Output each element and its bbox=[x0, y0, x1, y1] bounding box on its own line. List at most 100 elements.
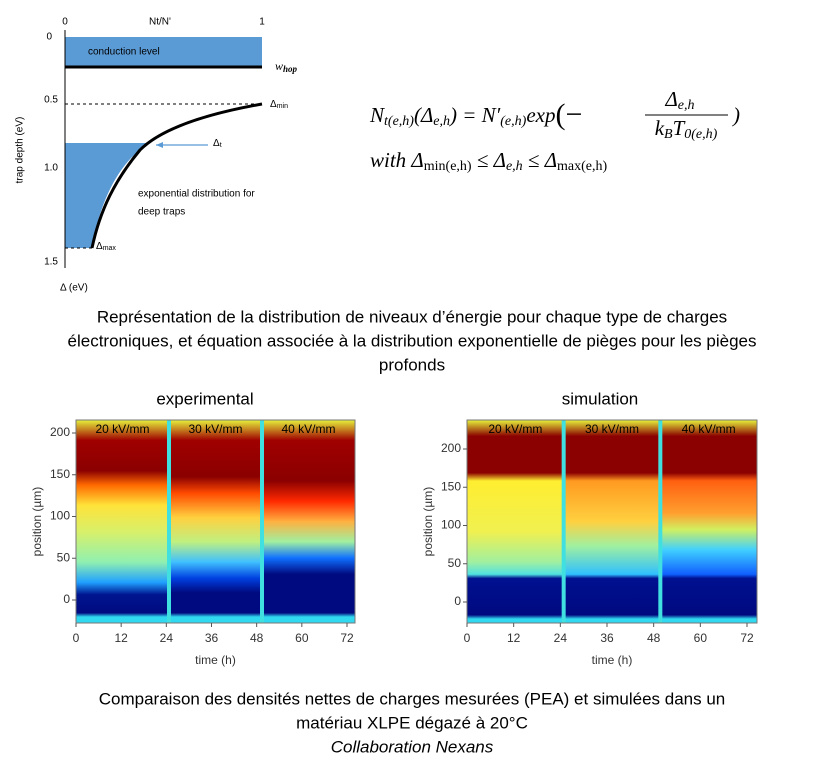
sub: max bbox=[103, 245, 117, 252]
hop: hop bbox=[283, 64, 298, 74]
distribution-curve bbox=[90, 102, 263, 249]
t: ≤ Δ bbox=[523, 148, 557, 172]
t: 0(e,h) bbox=[684, 127, 717, 142]
x-tick: 1 bbox=[259, 17, 265, 28]
y-tick: 0 bbox=[46, 32, 52, 43]
caption: Représentation de la distribution de niv… bbox=[97, 307, 727, 326]
y-tick: 1.0 bbox=[44, 163, 58, 174]
w-hop: whop bbox=[275, 59, 298, 74]
d: Δ bbox=[270, 99, 277, 110]
plot-frame bbox=[466, 419, 758, 624]
y-axis-label: position (µm) bbox=[421, 487, 435, 557]
y-label: trap depth (eV) bbox=[15, 117, 26, 184]
t: with Δ bbox=[370, 148, 424, 172]
y-tick-label: 100 bbox=[441, 518, 461, 532]
delta-t: Δt bbox=[213, 138, 222, 149]
equation-line1: Nt(e,h)(Δe,h) = N′(e,h)exp(− bbox=[369, 98, 582, 131]
y-tick-label: 200 bbox=[441, 441, 461, 455]
x-tick-label: 12 bbox=[507, 631, 521, 645]
segment-divider bbox=[260, 420, 264, 623]
heatmap-segment bbox=[660, 420, 757, 623]
t: e,h bbox=[678, 98, 695, 113]
energy-diagram: 0 1 Nt/N' 0 0.5 1.0 1.5 trap depth (eV) … bbox=[15, 17, 298, 294]
t: k bbox=[655, 116, 665, 140]
delta-min: Δmin bbox=[270, 99, 288, 110]
panel-title: experimental bbox=[156, 389, 253, 408]
segment-divider bbox=[561, 420, 566, 623]
t: (e,h) bbox=[500, 114, 526, 129]
t: N bbox=[369, 103, 385, 127]
arrowhead bbox=[156, 142, 163, 148]
t: B bbox=[664, 127, 673, 142]
panel-title: simulation bbox=[562, 389, 639, 408]
field-label: 30 kV/mm bbox=[585, 422, 639, 436]
field-label: 30 kV/mm bbox=[188, 422, 242, 436]
x-axis-label: time (h) bbox=[592, 653, 633, 667]
x-tick-label: 24 bbox=[160, 631, 174, 645]
heatmaps: experimental 20 kV/mm 30 kV/mm 40 kV/mm 0 12 2… bbox=[30, 389, 758, 667]
distribution-label: exponential distribution for bbox=[138, 189, 255, 200]
equation: Nt(e,h)(Δe,h) = N′(e,h)exp(− Δe,h kBT0(e… bbox=[369, 87, 740, 174]
t: max(e,h) bbox=[557, 159, 607, 174]
field-label: 40 kV/mm bbox=[682, 422, 736, 436]
w: w bbox=[275, 59, 283, 73]
segment-divider bbox=[658, 420, 663, 623]
t: (− bbox=[555, 98, 582, 131]
heatmap-segment bbox=[563, 420, 661, 623]
caption: profonds bbox=[379, 355, 445, 374]
heatmap-segment bbox=[262, 420, 355, 623]
y-tick-label: 150 bbox=[441, 479, 461, 493]
t: Δ bbox=[664, 87, 677, 111]
heatmap-segment bbox=[76, 420, 169, 623]
t: e,h bbox=[506, 159, 523, 174]
x-tick-label: 48 bbox=[647, 631, 661, 645]
caption: Comparaison des densités nettes de charg… bbox=[99, 689, 726, 708]
t: min(e,h) bbox=[424, 159, 472, 174]
y-tick-label: 50 bbox=[57, 550, 71, 564]
t: T bbox=[673, 116, 686, 140]
y-tick: 0.5 bbox=[44, 95, 58, 106]
conduction-band bbox=[65, 37, 262, 67]
x-tick-label: 24 bbox=[554, 631, 568, 645]
field-label: 20 kV/mm bbox=[95, 422, 149, 436]
plot-frame bbox=[75, 419, 356, 624]
numerator: Δe,h bbox=[664, 87, 694, 113]
y-axis-label: position (µm) bbox=[30, 487, 44, 557]
paren: ) bbox=[732, 103, 740, 127]
caption: électroniques, et équation associée à la… bbox=[68, 331, 757, 350]
y-tick-label: 0 bbox=[454, 594, 461, 608]
x-tick-label: 60 bbox=[694, 631, 708, 645]
trap-fill bbox=[65, 143, 150, 248]
y-tick: 1.5 bbox=[44, 257, 58, 268]
distribution-label: deep traps bbox=[138, 207, 185, 218]
y-tick-label: 0 bbox=[63, 592, 70, 606]
caption: matériau XLPE dégazé à 20°C bbox=[296, 713, 528, 732]
equation-line2: with Δmin(e,h) ≤ Δe,h ≤ Δmax(e,h) bbox=[370, 148, 608, 174]
bottom-label: Δ (eV) bbox=[60, 283, 88, 294]
x-tick-label: 12 bbox=[114, 631, 128, 645]
y-tick-label: 200 bbox=[50, 425, 70, 439]
sub: t bbox=[220, 142, 222, 149]
t: t(e,h) bbox=[384, 114, 414, 129]
x-tick-label: 0 bbox=[464, 631, 471, 645]
t: ) = N′ bbox=[449, 103, 501, 127]
sub: min bbox=[277, 103, 288, 110]
t: exp bbox=[526, 103, 555, 127]
conduction-label: conduction level bbox=[88, 47, 160, 58]
y-tick-label: 50 bbox=[448, 556, 462, 570]
x-tick-label: 48 bbox=[250, 631, 264, 645]
x-tick-label: 60 bbox=[295, 631, 309, 645]
x-tick-label: 36 bbox=[600, 631, 614, 645]
x-tick-label: 0 bbox=[73, 631, 80, 645]
x-tick-label: 72 bbox=[340, 631, 354, 645]
x-axis-label: time (h) bbox=[195, 653, 236, 667]
t: (Δ bbox=[414, 103, 433, 127]
x-tick: 0 bbox=[62, 17, 68, 28]
x-label: Nt/N' bbox=[149, 17, 171, 28]
t: e,h bbox=[433, 114, 450, 129]
heatmap-segment bbox=[467, 420, 564, 623]
t: ≤ Δ bbox=[472, 148, 506, 172]
segment-divider bbox=[167, 420, 171, 623]
